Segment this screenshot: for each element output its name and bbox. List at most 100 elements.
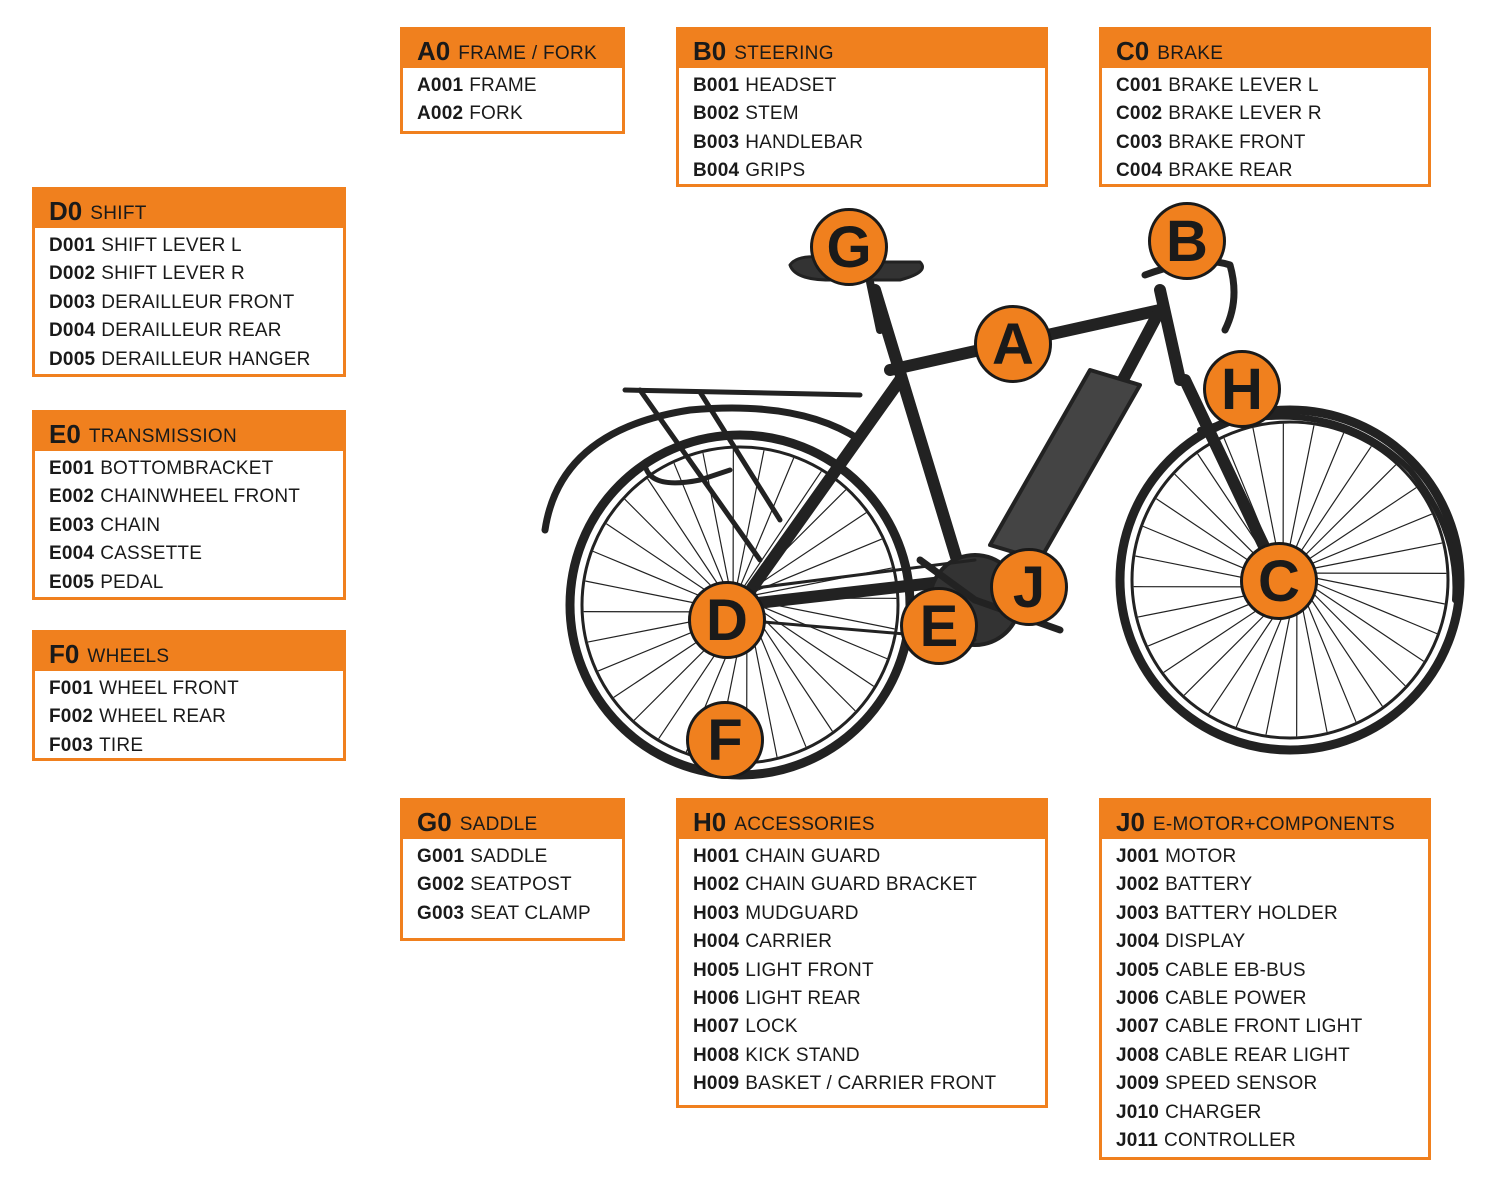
item-code: G002	[417, 874, 465, 896]
list-item: G001 SADDLE	[417, 843, 622, 871]
group-name: E-MOTOR+COMPONENTS	[1152, 814, 1395, 835]
group-e0: E0 TRANSMISSION E001 BOTTOMBRACKET E002 CHA…	[32, 410, 346, 600]
group-code: F0	[49, 639, 80, 669]
item-name: HANDLEBAR	[745, 131, 864, 153]
list-item: D002 SHIFT LEVER R	[49, 260, 343, 288]
item-name: CABLE EB-BUS	[1165, 959, 1306, 981]
item-code: H009	[693, 1073, 740, 1095]
item-name: FRAME	[469, 75, 537, 96]
item-name: CABLE REAR LIGHT	[1165, 1044, 1350, 1066]
item-code: J008	[1116, 1044, 1160, 1066]
marker-g: G	[810, 208, 888, 286]
item-code: J009	[1116, 1073, 1160, 1095]
marker-b: B	[1148, 202, 1226, 280]
list-item: J010 CHARGER	[1116, 1099, 1428, 1127]
group-code: G0	[417, 807, 452, 837]
list-item: J005 CABLE EB-BUS	[1116, 957, 1428, 985]
carrier	[622, 387, 863, 563]
item-name: BASKET / CARRIER FRONT	[745, 1073, 997, 1095]
item-name: CARRIER	[745, 931, 833, 953]
item-name: CHAIN	[100, 514, 161, 536]
item-code: J005	[1116, 959, 1160, 981]
item-code: F002	[49, 706, 94, 728]
group-code: B0	[693, 36, 727, 66]
group-code: C0	[1116, 36, 1150, 66]
item-name: LIGHT FRONT	[745, 959, 874, 981]
item-name: PEDAL	[100, 571, 164, 593]
list-item: J002 BATTERY	[1116, 871, 1428, 899]
group-code: D0	[49, 196, 83, 226]
list-item: H005 LIGHT FRONT	[693, 957, 1045, 985]
marker-d: D	[688, 581, 766, 659]
item-code: D003	[49, 291, 96, 313]
item-code: C004	[1116, 160, 1163, 182]
item-code: B001	[693, 75, 740, 96]
item-code: B003	[693, 131, 740, 153]
group-name: STEERING	[734, 43, 834, 64]
item-name: DERAILLEUR REAR	[101, 320, 282, 342]
item-code: F003	[49, 734, 94, 756]
marker-j: J	[990, 548, 1068, 626]
group-header: A0 FRAME / FORK	[403, 30, 622, 68]
list-item: G002 SEATPOST	[417, 871, 622, 899]
item-code: G001	[417, 846, 465, 867]
list-item: A002 FORK	[417, 100, 622, 128]
list-item: D001 SHIFT LEVER L	[49, 232, 343, 260]
list-item: B002 STEM	[693, 100, 1045, 128]
item-code: J010	[1116, 1101, 1160, 1123]
group-name: BRAKE	[1157, 43, 1224, 64]
group-name: WHEELS	[87, 646, 170, 667]
item-name: BRAKE FRONT	[1168, 131, 1306, 153]
front-mudguard	[1197, 413, 1459, 603]
list-item: C002 BRAKE LEVER R	[1116, 100, 1428, 128]
item-name: SHIFT LEVER L	[101, 235, 242, 256]
list-item: E004 CASSETTE	[49, 540, 343, 568]
item-name: SADDLE	[470, 846, 548, 867]
battery	[988, 368, 1142, 562]
list-item: H008 KICK STAND	[693, 1042, 1045, 1070]
item-name: CABLE POWER	[1165, 988, 1307, 1010]
item-name: WHEEL FRONT	[99, 678, 239, 699]
list-item: G003 SEAT CLAMP	[417, 900, 622, 928]
item-code: H002	[693, 874, 740, 896]
group-name: SHIFT	[90, 203, 147, 224]
item-code: E001	[49, 458, 95, 479]
list-item: B003 HANDLEBAR	[693, 129, 1045, 157]
item-name: BATTERY HOLDER	[1165, 902, 1338, 924]
list-item: B001 HEADSET	[693, 72, 1045, 100]
item-name: DERAILLEUR HANGER	[101, 348, 311, 370]
item-name: WHEEL REAR	[99, 706, 227, 728]
list-item: J009 SPEED SENSOR	[1116, 1070, 1428, 1098]
item-name: SPEED SENSOR	[1165, 1073, 1318, 1095]
list-item: H004 CARRIER	[693, 928, 1045, 956]
item-code: H005	[693, 959, 740, 981]
list-item: D003 DERAILLEUR FRONT	[49, 289, 343, 317]
group-c0: C0 BRAKE C001 BRAKE LEVER L C002 BRAKE LEVE…	[1099, 27, 1431, 187]
group-header: D0 SHIFT	[35, 190, 343, 228]
list-item: D005 DERAILLEUR HANGER	[49, 346, 343, 374]
list-item: F003 TIRE	[49, 732, 343, 760]
group-h0: H0 ACCESSORIES H001 CHAIN GUARD H002 CHAIN …	[676, 798, 1048, 1108]
list-item: E005 PEDAL	[49, 569, 343, 597]
item-name: KICK STAND	[745, 1044, 860, 1066]
list-item: F002 WHEEL REAR	[49, 703, 343, 731]
item-name: CABLE FRONT LIGHT	[1165, 1016, 1363, 1038]
item-code: J006	[1116, 988, 1160, 1010]
item-code: H004	[693, 931, 740, 953]
list-item: C004 BRAKE REAR	[1116, 157, 1428, 185]
item-name: CONTROLLER	[1164, 1130, 1296, 1152]
group-name: FRAME / FORK	[458, 43, 597, 64]
list-item: E001 BOTTOMBRACKET	[49, 455, 343, 483]
list-item: C003 BRAKE FRONT	[1116, 129, 1428, 157]
item-name: BRAKE LEVER R	[1168, 103, 1322, 125]
group-header: H0 ACCESSORIES	[679, 801, 1045, 839]
item-code: D004	[49, 320, 96, 342]
list-item: H009 BASKET / CARRIER FRONT	[693, 1070, 1045, 1098]
item-name: BATTERY	[1165, 874, 1253, 896]
item-name: SEAT CLAMP	[470, 902, 591, 924]
item-name: STEM	[745, 103, 799, 125]
group-code: A0	[417, 36, 451, 66]
item-code: E005	[49, 571, 95, 593]
group-g0: G0 SADDLE G001 SADDLE G002 SEATPOST G003 SEA…	[400, 798, 625, 941]
marker-a: A	[974, 305, 1052, 383]
